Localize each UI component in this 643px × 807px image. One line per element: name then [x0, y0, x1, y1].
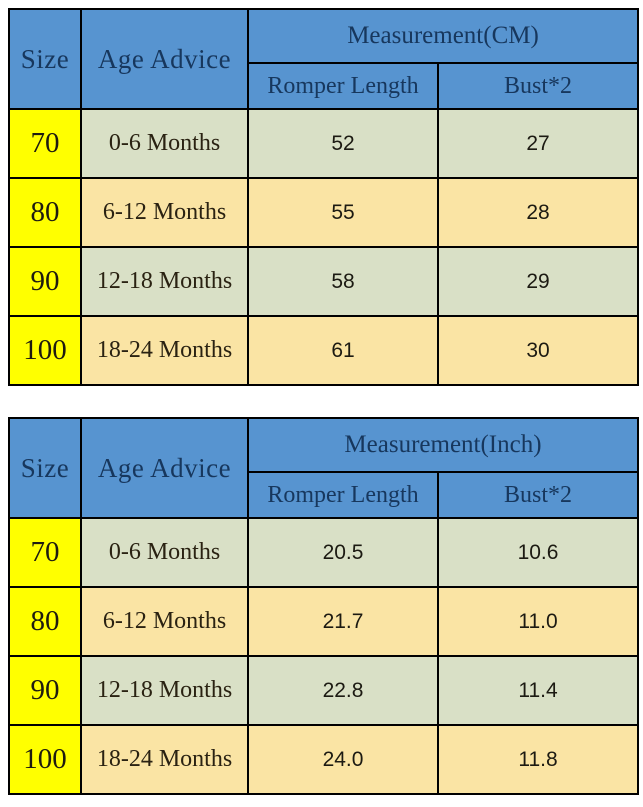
- bust-cell: 11.0: [437, 586, 639, 657]
- age-cell: 0-6 Months: [80, 517, 249, 588]
- size-cell: 90: [8, 655, 82, 726]
- table-row-size-90: 90 12-18 Months 22.8 11.4: [8, 655, 639, 726]
- bust-cell: 10.6: [437, 517, 639, 588]
- table-header-row: Size Age Advice Measurement(Inch): [8, 417, 639, 519]
- size-cell: 80: [8, 177, 82, 248]
- header-cell-age-advice: Age Advice: [80, 8, 249, 110]
- romper-length-cell: 21.7: [247, 586, 439, 657]
- header-cell-bust: Bust*2: [437, 62, 639, 110]
- table-row-size-100: 100 18-24 Months 61 30: [8, 315, 639, 386]
- romper-length-cell: 61: [247, 315, 439, 386]
- age-cell: 18-24 Months: [80, 315, 249, 386]
- size-table-inch: Size Age Advice Measurement(Inch) Romper…: [8, 417, 639, 795]
- header-cell-romper-length: Romper Length: [247, 62, 439, 110]
- header-cell-age-advice: Age Advice: [80, 417, 249, 519]
- table-subheader-row: Romper Length Bust*2: [9, 471, 639, 519]
- bust-cell: 27: [437, 108, 639, 179]
- table-row-size-100: 100 18-24 Months 24.0 11.8: [8, 724, 639, 795]
- header-cell-bust: Bust*2: [437, 471, 639, 519]
- size-cell: 100: [8, 724, 82, 795]
- romper-length-cell: 58: [247, 246, 439, 317]
- header-cell-measurement-cm: Measurement(CM): [247, 8, 639, 64]
- table-header-row: Size Age Advice Measurement(CM): [8, 8, 639, 110]
- size-cell: 70: [8, 108, 82, 179]
- bust-cell: 28: [437, 177, 639, 248]
- size-cell: 80: [8, 586, 82, 657]
- bust-cell: 11.8: [437, 724, 639, 795]
- bust-cell: 29: [437, 246, 639, 317]
- header-cell-romper-length: Romper Length: [247, 471, 439, 519]
- bust-cell: 30: [437, 315, 639, 386]
- age-cell: 18-24 Months: [80, 724, 249, 795]
- size-cell: 100: [8, 315, 82, 386]
- table-row-size-70: 70 0-6 Months 20.5 10.6: [8, 517, 639, 588]
- table-subheader-row: Romper Length Bust*2: [9, 62, 639, 110]
- size-cell: 70: [8, 517, 82, 588]
- romper-length-cell: 22.8: [247, 655, 439, 726]
- table-row-size-90: 90 12-18 Months 58 29: [8, 246, 639, 317]
- age-cell: 6-12 Months: [80, 586, 249, 657]
- header-cell-measurement-inch: Measurement(Inch): [247, 417, 639, 473]
- romper-length-cell: 55: [247, 177, 439, 248]
- size-table-cm: Size Age Advice Measurement(CM) Romper L…: [8, 8, 639, 386]
- header-cell-size: Size: [8, 8, 82, 110]
- table-row-size-70: 70 0-6 Months 52 27: [8, 108, 639, 179]
- header-cell-size: Size: [8, 417, 82, 519]
- table-row-size-80: 80 6-12 Months 55 28: [8, 177, 639, 248]
- age-cell: 6-12 Months: [80, 177, 249, 248]
- bust-cell: 11.4: [437, 655, 639, 726]
- age-cell: 12-18 Months: [80, 246, 249, 317]
- age-cell: 12-18 Months: [80, 655, 249, 726]
- age-cell: 0-6 Months: [80, 108, 249, 179]
- romper-length-cell: 20.5: [247, 517, 439, 588]
- size-cell: 90: [8, 246, 82, 317]
- table-row-size-80: 80 6-12 Months 21.7 11.0: [8, 586, 639, 657]
- romper-length-cell: 52: [247, 108, 439, 179]
- romper-length-cell: 24.0: [247, 724, 439, 795]
